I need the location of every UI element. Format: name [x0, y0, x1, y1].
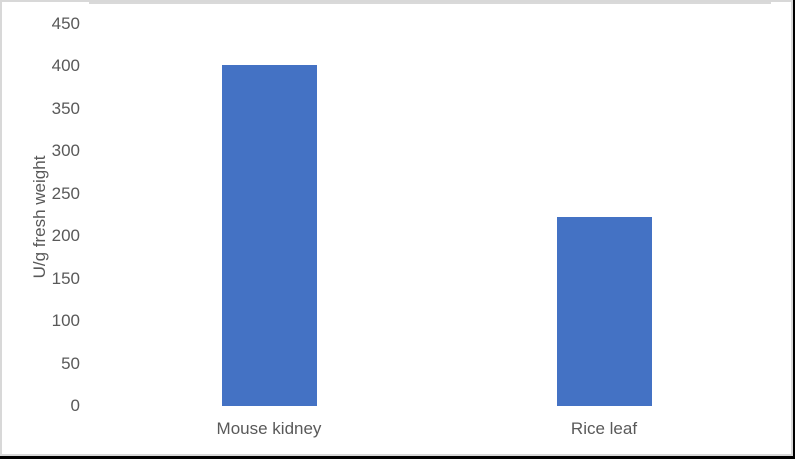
y-axis-tick-label: 50 — [61, 353, 80, 373]
y-axis-tick-label: 300 — [51, 141, 80, 161]
bar-mouse-kidney — [221, 64, 317, 406]
y-axis-tick-label: 150 — [51, 268, 80, 288]
y-axis-tick-label: 100 — [51, 311, 80, 331]
y-axis-tick-label: 400 — [51, 56, 80, 76]
y-axis-tick-label: 200 — [51, 226, 80, 246]
bar-rice-leaf — [556, 216, 652, 406]
y-axis-tick-label: 350 — [51, 98, 80, 118]
y-axis-tick-label: 0 — [70, 396, 80, 415]
category-label-mouse-kidney: Mouse kidney — [216, 419, 322, 438]
x-axis-line — [89, 2, 771, 4]
category-label-rice-leaf: Rice leaf — [570, 419, 638, 438]
y-axis-tick-label: 450 — [51, 14, 80, 33]
y-axis-tick-label: 250 — [51, 183, 80, 203]
